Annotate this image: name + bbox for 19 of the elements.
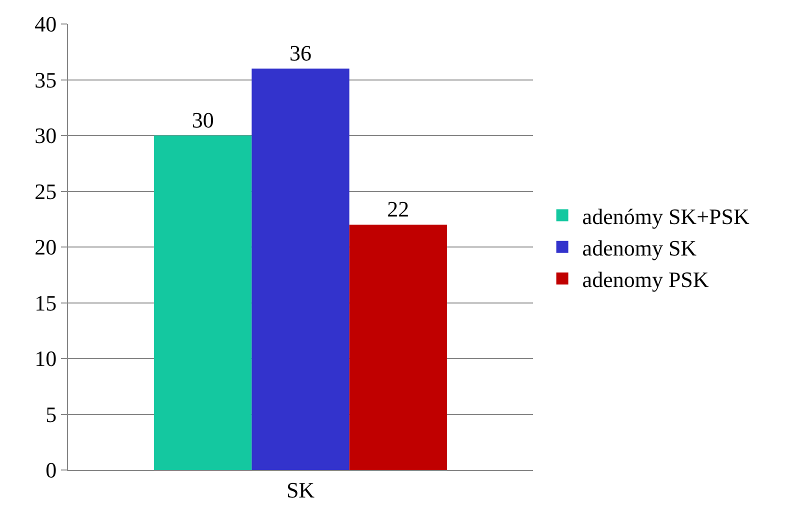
legend-label: adenomy SK bbox=[582, 235, 697, 260]
y-tick-label: 10 bbox=[34, 346, 57, 372]
data-label: 22 bbox=[387, 196, 410, 222]
data-label: 30 bbox=[192, 108, 214, 132]
y-tick-label: 20 bbox=[34, 234, 57, 260]
bar bbox=[154, 136, 252, 470]
y-tick-label: 35 bbox=[34, 67, 57, 92]
legend-label: adenómy SK+PSK bbox=[582, 204, 750, 229]
bar bbox=[349, 224, 447, 470]
data-label: 36 bbox=[290, 40, 312, 66]
legend-label: adenomy PSK bbox=[582, 267, 709, 292]
y-tick-label: 30 bbox=[34, 123, 57, 148]
x-tick-label: SK bbox=[286, 477, 315, 502]
y-tick-label: 25 bbox=[34, 178, 57, 204]
y-tick-label: 40 bbox=[34, 12, 57, 37]
bar bbox=[252, 68, 350, 470]
y-tick-label: 15 bbox=[34, 290, 57, 316]
y-tick-label: 0 bbox=[46, 458, 57, 483]
y-tick-label: 5 bbox=[46, 402, 57, 427]
